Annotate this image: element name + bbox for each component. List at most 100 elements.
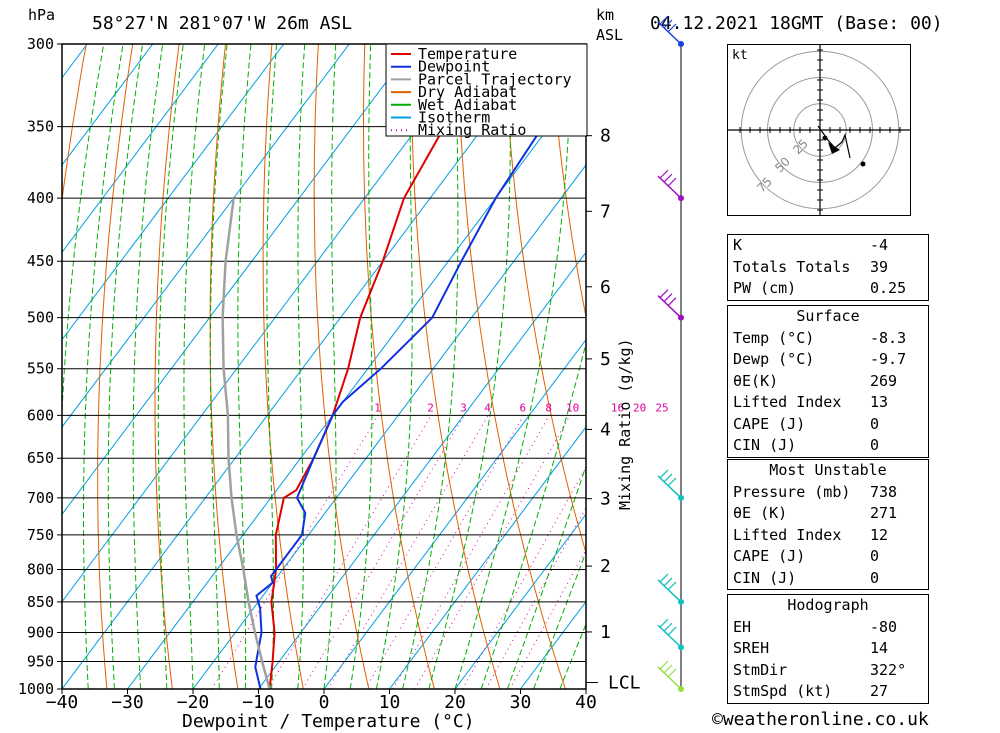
row-label: Dewp (°C) [733, 350, 815, 368]
table-row: Lifted Index 13 [728, 392, 928, 414]
hpa-label: hPa [28, 6, 55, 24]
row-value: 0.25 [870, 279, 907, 297]
datetime-label: 04.12.2021 18GMT (Base: 00) [650, 13, 943, 34]
wind-barb [657, 15, 684, 47]
row-value: -4 [870, 236, 889, 254]
km-tick-label: 4 [600, 419, 611, 440]
hodograph-panel: kt 25 50 75 [727, 44, 911, 216]
table-row: StmSpd (kt) 27 [728, 681, 928, 703]
legend-entry: Parcel Trajectory [418, 70, 572, 88]
km-label: km [596, 6, 614, 24]
parcel-trajectory [221, 197, 271, 689]
mixing-ratio-label: 8 [545, 401, 552, 414]
row-value: 271 [870, 504, 898, 522]
wet-adiabat-line [349, 44, 373, 689]
table-row: EH -80 [728, 617, 928, 639]
hodograph-point [860, 161, 866, 167]
legend-entry: Wet Adiabat [418, 96, 517, 114]
wind-barb [657, 469, 684, 501]
mixing-ratio-label: 1 [374, 401, 381, 414]
pressure-tick-label: 400 [27, 189, 54, 207]
table-row: θE(K) 269 [728, 371, 928, 393]
table-row: K -4 [728, 235, 928, 257]
isotherm-line [389, 426, 586, 689]
mixing-ratio-line [267, 415, 432, 689]
wet-adiabat-line [183, 44, 206, 689]
row-label: PW (cm) [733, 279, 797, 297]
pressure-tick-label: 350 [27, 118, 54, 136]
isotherm-line [62, 44, 416, 516]
x-tick-label: 20 [444, 692, 466, 713]
pressure-tick-label: 850 [27, 593, 54, 611]
hodograph-unit-label: kt [732, 48, 748, 63]
legend-entry: Mixing Ratio [418, 121, 526, 139]
row-value: 0 [870, 414, 880, 433]
asl-label: ASL [596, 26, 623, 44]
mixing-ratio-line [414, 415, 571, 689]
dewpoint-profile [254, 71, 586, 689]
hodograph-ring-label: 25 [790, 136, 811, 157]
pressure-tick-label: 500 [27, 309, 54, 327]
pressure-tick-label: 450 [27, 252, 54, 270]
height-km-axis: 1 2 3 4 5 6 7 8 LCL [586, 126, 641, 694]
isotherm-line [62, 44, 219, 254]
wet-adiabat-line [428, 44, 511, 689]
wet-adiabat-line [107, 44, 144, 689]
location-title: 58°27'N 281°07'W 26m ASL [92, 13, 352, 34]
row-label: EH [733, 617, 752, 636]
wet-adiabat-line [132, 44, 164, 689]
row-label: Totals Totals [733, 257, 851, 276]
wet-adiabat-line [62, 44, 105, 689]
surface-table: Surface Temp (°C) -8.3 Dewp (°C) -9.7 θE(K) 2… [727, 305, 929, 458]
hodograph-stats-title: Hodograph [787, 596, 869, 614]
storm-motion-arrow [828, 142, 840, 154]
x-axis-title: Dewpoint / Temperature (°C) [182, 711, 475, 732]
hodograph-stats-table: Hodograph EH -80 SREH 14 StmDir 322° StmSpd (k… [727, 594, 929, 704]
wet-adiabat-line [266, 44, 278, 689]
x-tick-label: 40 [575, 692, 597, 713]
dry-adiabat-line [503, 44, 586, 555]
isotherm-line [62, 44, 285, 341]
wet-adiabat-line [83, 44, 124, 689]
row-value: 269 [870, 371, 898, 390]
row-value: 322° [870, 660, 907, 679]
row-value: 738 [870, 482, 898, 501]
row-value: -9.7 [870, 350, 907, 368]
table-row: StmDir 322° [728, 660, 928, 682]
sounding-profiles [221, 44, 586, 689]
mixing-ratio-line [211, 415, 379, 689]
table-row: Pressure (mb) 738 [728, 482, 928, 504]
table-row: CIN (J) 0 [728, 435, 928, 457]
mixing-ratio-label: 6 [519, 401, 526, 414]
isotherm-line [323, 338, 586, 689]
table-row: CIN (J) 0 [728, 568, 928, 590]
mixing-ratio-line [509, 548, 586, 689]
row-value: -80 [870, 617, 898, 636]
pressure-tick-label: 600 [27, 406, 54, 424]
row-label: θE (K) [733, 504, 788, 522]
pressure-tick-label: 950 [27, 653, 54, 671]
row-label: Lifted Index [733, 525, 842, 544]
wet-adiabat-line [237, 44, 252, 689]
wet-adiabat-line [323, 44, 337, 689]
row-value: 0 [870, 436, 880, 454]
mixing-ratio-label: 25 [655, 401, 668, 414]
row-value: 27 [870, 682, 889, 700]
row-label: SREH [733, 639, 770, 657]
pressure-tick-label: 550 [27, 360, 54, 378]
legend-entry: Isotherm [418, 109, 490, 127]
km-tick-label: 6 [600, 277, 611, 298]
row-value: 13 [870, 393, 889, 411]
isotherm-line [127, 76, 586, 689]
x-tick-label: −20 [177, 692, 210, 713]
mixing-ratio-label: 2 [427, 401, 434, 414]
indices-table: K -4 Totals Totals 39 PW (cm) 0.25 [727, 234, 929, 301]
row-value: -8.3 [870, 328, 907, 347]
row-label: StmSpd (kt) [733, 682, 833, 700]
lcl-label: LCL [608, 673, 641, 694]
pressure-tick-label: 800 [27, 560, 54, 578]
isotherm-line [0, 44, 22, 689]
isotherm-line [258, 251, 586, 689]
most-unstable-title: Most Unstable [769, 461, 887, 479]
